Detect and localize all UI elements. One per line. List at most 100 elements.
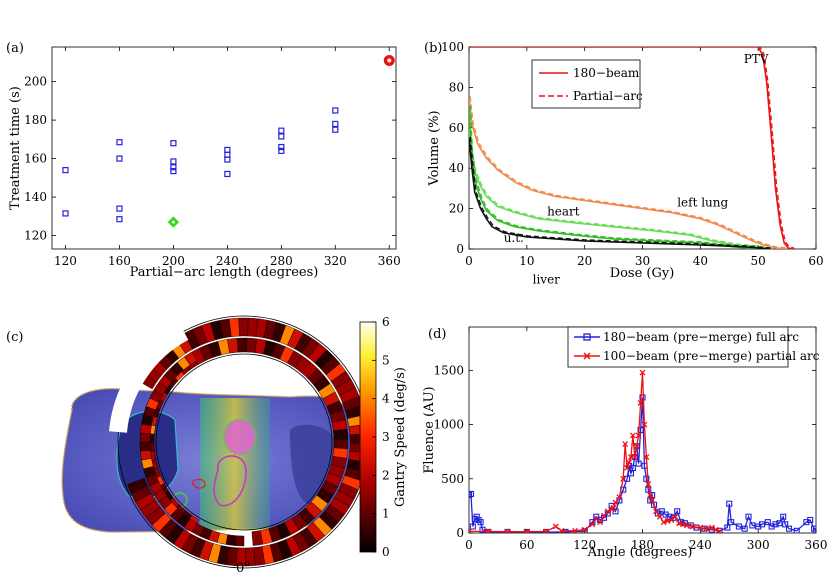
chart-d-ytick-label: 1500 [433, 363, 464, 377]
chart-d-point-x [620, 475, 627, 482]
chart-d: 0 60 120 180 240 300 360 0 500 1000 1500 Angle (de… [422, 326, 827, 560]
chart-d-point-square [793, 527, 800, 533]
gantry-speed-segment [127, 477, 148, 494]
chart-b-ytick-label: 60 [449, 121, 464, 135]
gantry-speed-segment [333, 428, 349, 440]
chart-d-ytick-label: 1000 [433, 418, 464, 432]
chart-d-ytick-label: 0 [456, 526, 464, 540]
chart-d-xtick-label: 300 [747, 538, 770, 552]
chart-b-ticks: 0 10 20 30 40 50 60 0 20 40 60 80 100 [441, 40, 824, 268]
chart-d-point-square [624, 475, 631, 482]
chart-a-point [170, 167, 177, 175]
chart-d-xlabel: Angle (degrees) [587, 545, 693, 560]
chart-d-point-square [674, 508, 681, 515]
chart-d-point-x [639, 369, 646, 376]
chart-b-xtick-label: 40 [693, 254, 708, 268]
chart-d-legend-marker-1 [583, 333, 591, 341]
chart-b-curve-dashed [469, 136, 771, 249]
chart-d-point-x [597, 519, 604, 526]
chart-b-marks [469, 47, 795, 249]
chart-d-point-square [735, 523, 742, 530]
gantry-speed-segment [139, 432, 151, 443]
gantry-speed-segment [139, 441, 151, 452]
chart-d-point-square [658, 508, 665, 515]
chart-d-point-square [811, 525, 816, 532]
chart-d-point-x [631, 454, 638, 461]
chart-b-xlabel: Dose (Gy) [610, 266, 675, 281]
chart-d-point-x [689, 523, 696, 530]
chart-a-point [332, 107, 339, 114]
chart-a-point [170, 158, 177, 165]
chart-d-point-x [645, 481, 652, 488]
chart-d-xtick-label: 60 [519, 538, 534, 552]
chart-b-xtick-label: 10 [519, 254, 534, 268]
chart-b-legend-label-1: 180−beam [573, 66, 640, 80]
chart-d-point-square [479, 526, 486, 533]
chart-d-point-square [724, 524, 731, 531]
chart-a-point [278, 127, 285, 134]
chart-b-curve [469, 127, 770, 249]
gantry-speed-segment [238, 317, 249, 337]
chart-d-point-x [581, 526, 588, 533]
chart-a-marks [62, 54, 395, 228]
panel-label-b: (b) [424, 41, 442, 56]
gantry-speed-segment [234, 535, 245, 547]
chart-a-ytick-label: 120 [24, 229, 47, 243]
colorbar-tick-label: 1 [382, 507, 390, 521]
chart-b-curve-dashed [469, 126, 772, 249]
chart-b-annotation: heart [547, 205, 580, 219]
chart-d-point-x [629, 432, 636, 439]
chart-d-point-square [637, 426, 644, 434]
chart-d-point-x [572, 527, 578, 533]
chart-a-frame [51, 46, 397, 250]
chart-a-xtick-label: 240 [216, 254, 239, 268]
chart-a-ytick-label: 180 [24, 113, 47, 127]
chart-d-xtick-label: 0 [465, 538, 473, 552]
chart-b-legend-label-2: Partial−arc [573, 89, 643, 103]
inner-ring-border [155, 353, 333, 531]
chart-d-xtick-label: 180 [631, 538, 654, 552]
chart-d-point-square [807, 516, 814, 524]
chart-d-xtick-label: 240 [689, 538, 712, 552]
chart-a-point [116, 216, 123, 223]
chart-a-xtick-label: 320 [324, 254, 347, 268]
chart-d-point-x [589, 521, 596, 528]
gantry-speed-segment [333, 438, 349, 450]
chart-a-xtick-label: 360 [378, 254, 401, 268]
panel-label-a: (a) [6, 41, 24, 56]
chart-d-point-square [473, 513, 480, 520]
chart-a-xtick-label: 120 [54, 254, 77, 268]
colorbar-tick-label: 3 [382, 430, 390, 444]
chart-d-point-square [469, 523, 476, 530]
chart-d-point-square [745, 513, 752, 520]
colorbar-tick-label: 5 [382, 353, 390, 367]
chart-d-point-square [469, 492, 473, 499]
chart-a-point [332, 126, 339, 133]
chart-a-point [170, 140, 177, 147]
chart-d-point-square [728, 519, 735, 526]
chart-d-xtick-label: 120 [573, 538, 596, 552]
chart-a-ytick-label: 140 [24, 190, 47, 204]
chart-d-point-square [543, 529, 550, 533]
chart-b-ytick-label: 80 [449, 80, 464, 94]
chart-b-curve [469, 47, 794, 249]
chart-d-point-square [782, 521, 789, 528]
dose-beam [200, 398, 270, 530]
chart-b-xtick-label: 20 [577, 254, 592, 268]
chart-d-legend-marker-2 [583, 352, 591, 360]
chart-b-ytick-label: 0 [456, 242, 464, 256]
chart-b-annotation: left lung [677, 196, 728, 210]
chart-d-legend-label-1: 180−beam (pre−merge) full arc [603, 330, 799, 344]
chart-a-xtick-label: 160 [108, 254, 131, 268]
chart-d-point-square [749, 522, 756, 529]
colorbar-tick-label: 6 [382, 315, 390, 329]
chart-a-point [332, 120, 339, 128]
chart-b: 0 10 20 30 40 50 60 0 20 40 60 80 100 PTV left lung he… [427, 40, 824, 286]
chart-d-point-x [653, 508, 659, 515]
chart-b-curve-dashed [469, 96, 789, 249]
chart-d-point-square [477, 519, 484, 526]
chart-d-point-x [649, 497, 656, 504]
chart-d-point-x [697, 524, 704, 531]
chart-a-xtick-label: 280 [270, 254, 293, 268]
